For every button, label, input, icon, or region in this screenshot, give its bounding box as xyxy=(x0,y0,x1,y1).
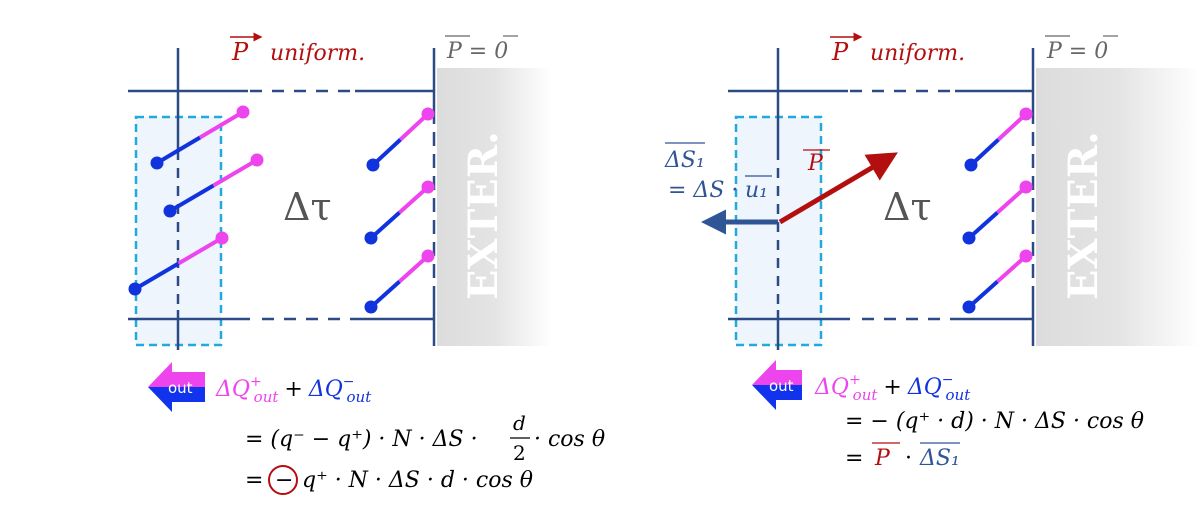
svg-text:=: = xyxy=(845,446,863,471)
svg-text:out: out xyxy=(769,377,794,395)
svg-text:−: − xyxy=(275,468,293,493)
right-panel: EXTER. Δτ P ΔS₁ = ΔS · u₁ P uniform. P =… xyxy=(664,32,1200,471)
surface-eq: = ΔS · xyxy=(668,178,738,203)
title-text: uniform. xyxy=(270,41,365,66)
dipole-segment xyxy=(212,158,259,188)
svg-text:2: 2 xyxy=(513,441,526,465)
volume-frame xyxy=(728,48,1035,350)
negative-charge xyxy=(964,158,978,172)
negative-charge xyxy=(163,204,177,218)
svg-text:=: = xyxy=(245,468,263,493)
svg-text:ΔQ+out+ΔQ−out: ΔQ+ out + ΔQ− out xyxy=(814,372,971,404)
svg-text:ΔS₁: ΔS₁ xyxy=(919,446,960,471)
exterior-text: EXTER. xyxy=(460,131,507,300)
exterior-label: P = 0 xyxy=(446,39,508,64)
svg-text:q⁺ · N · ΔS · d · cos θ: q⁺ · N · ΔS · d · cos θ xyxy=(302,468,533,493)
positive-charge xyxy=(1019,107,1033,121)
equation-right: ΔQ+ out + ΔQ− out = − (q⁺ · d) · N · ΔS · co… xyxy=(814,372,1144,471)
dipoles xyxy=(128,105,435,314)
positive-charge xyxy=(421,107,435,121)
vector-label: P xyxy=(807,151,824,176)
svg-text:ΔQ+out+ΔQ−out: ΔQ+ out + ΔQ− out xyxy=(215,374,372,406)
dipole-segment xyxy=(177,236,224,266)
negative-charge xyxy=(962,231,976,245)
svg-text:·: · xyxy=(905,446,912,471)
volume-label: Δτ xyxy=(283,185,331,229)
positive-charge xyxy=(421,249,435,263)
dipole-segment xyxy=(168,183,215,213)
dipole-segment xyxy=(155,135,202,165)
left-panel: EXTER. Δτ P uniform. P = 0 out ΔQ+ out + ΔQ… xyxy=(128,32,605,495)
out-badge: out xyxy=(752,360,802,410)
volume-frame xyxy=(128,48,436,350)
svg-text:· cos θ: · cos θ xyxy=(534,427,605,452)
title-vector: P xyxy=(831,38,849,66)
negative-charge xyxy=(364,231,378,245)
dipole-segment xyxy=(198,110,245,140)
negative-charge xyxy=(364,300,378,314)
svg-text:d: d xyxy=(513,411,526,435)
positive-charge xyxy=(1019,180,1033,194)
positive-charge xyxy=(215,231,229,245)
negative-charge xyxy=(962,300,976,314)
dipole-segment xyxy=(133,261,180,291)
exterior-text: EXTER. xyxy=(1060,131,1107,300)
positive-charge xyxy=(421,180,435,194)
out-badge: out xyxy=(148,362,205,412)
negative-charge xyxy=(150,156,164,170)
negative-charge xyxy=(128,282,142,296)
svg-text:= (q⁻ − q⁺) · N · ΔS ·: = (q⁻ − q⁺) · N · ΔS · xyxy=(245,427,478,452)
positive-charge xyxy=(236,105,250,119)
exterior-region xyxy=(1036,68,1200,346)
dipoles xyxy=(962,107,1033,314)
title-vector: P xyxy=(231,38,249,66)
exterior-region xyxy=(437,68,552,346)
positive-charge xyxy=(1019,249,1033,263)
volume-label: Δτ xyxy=(883,185,931,229)
exterior-label: P = 0 xyxy=(1046,39,1108,64)
equation-left: ΔQ+ out + ΔQ− out = (q⁻ − q⁺) · N · ΔS · d 2… xyxy=(215,374,605,495)
svg-text:P: P xyxy=(874,446,891,471)
surface-label: ΔS₁ xyxy=(664,148,705,173)
svg-text:= − (q⁺ · d) · N · ΔS · cos θ: = − (q⁺ · d) · N · ΔS · cos θ xyxy=(845,409,1144,434)
title-text: uniform. xyxy=(870,41,965,66)
polarization-arrow xyxy=(778,152,898,225)
positive-charge xyxy=(250,153,264,167)
unit-vector: u₁ xyxy=(745,178,768,203)
svg-text:out: out xyxy=(168,379,193,397)
negative-charge xyxy=(366,158,380,172)
